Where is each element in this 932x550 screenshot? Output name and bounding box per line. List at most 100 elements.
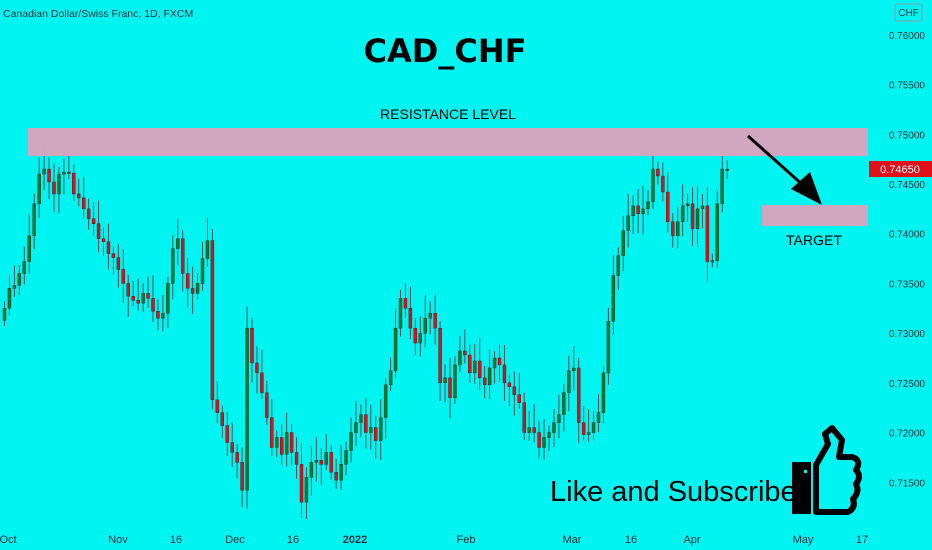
candle-body [428, 313, 432, 319]
candle-body [453, 364, 457, 398]
candle-body [651, 168, 655, 203]
candle-body [621, 230, 625, 256]
xtick-nov-16: 16 [170, 534, 182, 546]
candle-body [398, 298, 403, 329]
candle-body [2, 308, 7, 321]
ytick-label: 0.71500 [889, 478, 926, 489]
candle-body [17, 273, 22, 286]
currency-badge-box[interactable] [894, 3, 923, 22]
candle-body [413, 327, 418, 344]
ytick-label: 0.74500 [889, 180, 926, 191]
price-axis: CHF 0.76000 0.75500 0.75000 0.74500 0.74000 0… [869, 3, 932, 489]
candle-body [542, 437, 546, 448]
candle-body [591, 422, 596, 433]
xtick-2022: 2022 [343, 534, 367, 546]
candle-body [176, 238, 180, 249]
candle-body [195, 283, 200, 294]
candle-body [260, 372, 264, 393]
candle-body [299, 464, 304, 503]
candle-body [393, 327, 398, 372]
candle-body [433, 313, 437, 329]
currency-badge[interactable]: CHF [898, 8, 919, 19]
candle-body [626, 215, 630, 231]
candle-body [12, 285, 17, 289]
candle-body [215, 399, 220, 413]
candle-body [156, 311, 160, 319]
candle-body [354, 422, 358, 433]
candle-body [631, 205, 635, 217]
candle-body [67, 171, 71, 174]
candle-body [116, 257, 121, 270]
arrow-down-right-icon [746, 134, 822, 205]
candle-body [586, 432, 591, 435]
candle-body [492, 357, 497, 369]
candle-body [671, 221, 675, 236]
candle-body [240, 462, 244, 491]
candle-body [423, 318, 427, 334]
candle-body [235, 452, 239, 463]
candle-body [319, 460, 323, 465]
time-axis: Oct Nov 16 Dec 16 2022 Feb Mar 16 Apr Ma… [0, 534, 868, 546]
candle-body [636, 205, 640, 215]
candle-body [562, 392, 566, 415]
candle-body [601, 372, 606, 413]
candle-body [473, 360, 477, 374]
candle-body [289, 432, 294, 453]
candle-body [487, 367, 492, 386]
candle-body [294, 452, 299, 465]
candle-body [47, 168, 51, 183]
candle-body [230, 442, 234, 453]
candle-body [418, 332, 422, 344]
candle-body [146, 293, 150, 299]
candle-body [250, 327, 254, 364]
last-price-tag [869, 161, 932, 177]
candle-body [369, 427, 373, 433]
candle-body [403, 298, 408, 309]
candle-body [245, 327, 249, 491]
thumbs-up-icon [792, 425, 862, 515]
candle-body [547, 432, 551, 438]
candle-body [517, 394, 521, 403]
candle-body [502, 364, 507, 384]
candle-body [557, 414, 561, 423]
candle-body [700, 205, 705, 210]
candle-body [37, 173, 41, 205]
candle-body [200, 258, 205, 284]
candle-body [265, 392, 269, 418]
candle-body [121, 269, 126, 284]
candle-body [359, 414, 363, 423]
candle-body [463, 350, 467, 356]
candle-body [468, 354, 472, 374]
candle-body [91, 218, 96, 224]
candle-body [166, 283, 170, 314]
candle-body [656, 168, 660, 177]
candle-body [577, 367, 581, 423]
candle-body [57, 173, 61, 195]
candle-body [81, 197, 86, 210]
candle-body [106, 241, 111, 254]
candle-body [715, 203, 719, 261]
candle-body [443, 377, 447, 384]
candle-body [344, 450, 348, 465]
candle-body [62, 171, 66, 175]
target-zone [762, 205, 868, 226]
xtick-apr: Apr [683, 534, 700, 546]
candle-body [255, 362, 259, 374]
candle-body [552, 422, 556, 433]
candle-body [581, 422, 586, 435]
candle-body [374, 427, 378, 441]
candle-body [42, 168, 46, 175]
candle-body [101, 238, 106, 242]
candle-body [537, 432, 541, 448]
candle-body [364, 414, 368, 433]
candle-body [171, 248, 175, 284]
candle-body [314, 460, 319, 463]
candle-body [329, 452, 333, 473]
candle-body [136, 300, 140, 304]
candle-body [596, 412, 601, 423]
candle-body [180, 238, 185, 274]
candle-body [478, 360, 482, 379]
candle-body [527, 427, 531, 433]
candle-body [522, 402, 526, 433]
